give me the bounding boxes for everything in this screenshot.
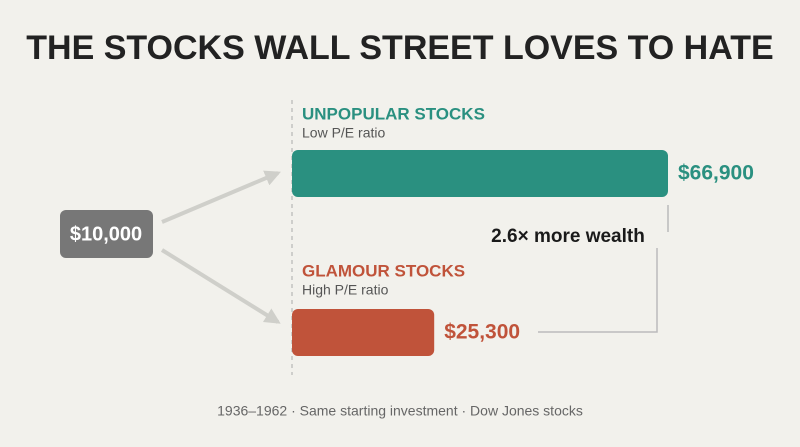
chart-title: THE STOCKS WALL STREET LOVES TO HATE: [26, 29, 773, 67]
footnote: 1936–1962 · Same starting investment · D…: [217, 403, 583, 419]
bracket: [538, 248, 658, 333]
category-label: GLAMOUR STOCKS: [302, 261, 465, 280]
start-box: [60, 210, 153, 258]
bar: [292, 309, 435, 356]
arrow: [160, 248, 281, 324]
value-label: $25,300: [444, 321, 520, 344]
annotation: 2.6× more wealth: [491, 226, 645, 247]
category-label: UNPOPULAR STOCKS: [302, 104, 485, 123]
start-label: $10,000: [70, 223, 142, 245]
category-subtitle: High P/E ratio: [302, 282, 389, 298]
bar: [292, 150, 668, 197]
value-label: $66,900: [678, 162, 754, 185]
category-subtitle: Low P/E ratio: [302, 125, 385, 141]
arrow: [161, 170, 281, 224]
